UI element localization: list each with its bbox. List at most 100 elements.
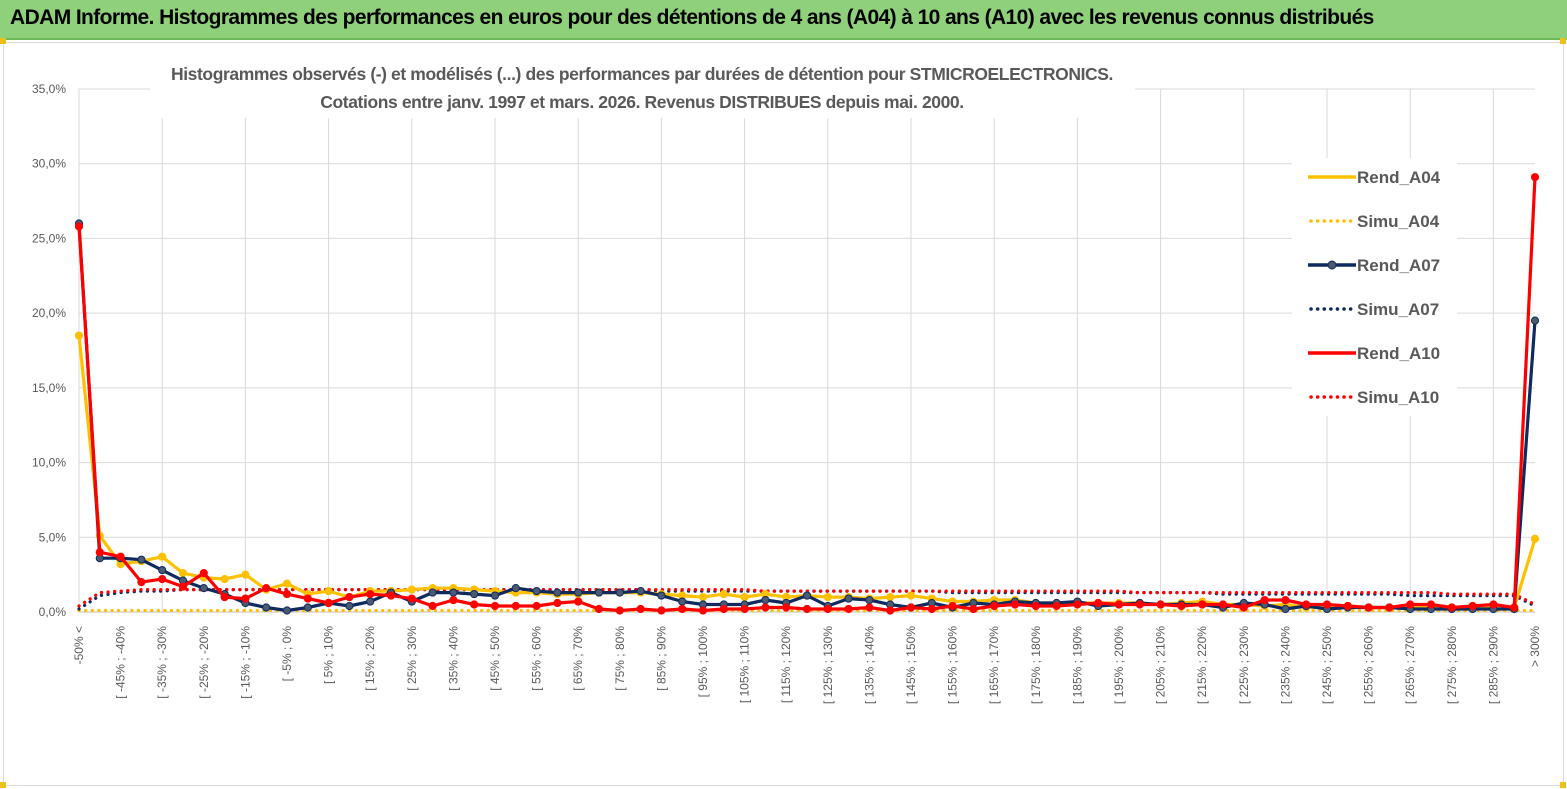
series-Simu_A10 (77, 587, 1537, 608)
legend-item: Rend_A04 (1308, 168, 1441, 187)
data-point (865, 595, 874, 605)
data-point (615, 588, 624, 597)
x-tick-label: [ 145% ; 150% (904, 626, 918, 704)
data-point (678, 597, 687, 606)
data-point (990, 601, 999, 611)
x-tick-label: [ 85% ; 90% (654, 626, 668, 691)
data-point (303, 594, 312, 603)
data-point (719, 604, 728, 614)
data-point (178, 582, 188, 591)
data-point (1114, 600, 1124, 609)
x-tick-label: [ 155% ; 160% (946, 626, 960, 704)
data-point (1406, 600, 1415, 609)
data-point (1426, 600, 1436, 609)
x-tick-label: [ 245% ; 250% (1320, 626, 1334, 704)
data-point (511, 583, 520, 593)
data-point (241, 594, 250, 603)
data-point (1385, 603, 1394, 612)
data-point (594, 604, 604, 614)
data-point (1364, 603, 1373, 612)
x-tick-label: -50% < (72, 626, 86, 664)
x-tick-label: [ 125% ; 130% (821, 626, 835, 704)
data-point (1530, 316, 1540, 325)
y-tick-label: 25,0% (32, 231, 66, 245)
data-point (386, 591, 396, 600)
data-point (428, 588, 437, 597)
data-point (532, 586, 541, 596)
data-point (1094, 598, 1103, 608)
data-point (407, 585, 416, 594)
data-point (199, 583, 208, 593)
x-tick-label: [ -35% ; -30% (155, 626, 169, 699)
x-tick-label: [ 265% ; 270% (1403, 626, 1417, 704)
data-point (927, 604, 936, 614)
data-point (449, 595, 458, 605)
x-tick-label: [ -15% ; -10% (238, 626, 252, 699)
x-tick-label: [ 195% ; 200% (1112, 626, 1126, 704)
legend-label: Rend_A10 (1357, 344, 1440, 363)
data-point (823, 592, 832, 602)
data-point (137, 555, 146, 564)
data-point (657, 606, 666, 615)
data-point (553, 598, 562, 608)
data-point (906, 603, 916, 612)
data-point (303, 603, 312, 612)
data-point (1281, 604, 1290, 614)
x-tick-label: [ 285% ; 290% (1486, 626, 1500, 704)
data-point (449, 588, 458, 597)
x-tick-label: [ 95% ; 100% (696, 626, 710, 698)
data-point (844, 604, 853, 614)
y-tick-label: 20,0% (32, 306, 66, 320)
series-line (77, 587, 1537, 608)
legend-label: Simu_A07 (1357, 300, 1439, 319)
data-point (282, 606, 292, 615)
corner-handle-bottom-right[interactable] (1560, 782, 1566, 788)
data-point (865, 603, 874, 612)
y-tick-label: 10,0% (32, 456, 66, 470)
data-point (574, 597, 583, 606)
data-point (158, 552, 167, 561)
data-point (137, 578, 146, 587)
data-point (761, 595, 770, 605)
data-point (1031, 601, 1040, 611)
data-point (844, 594, 853, 603)
x-tick-label: [ 35% ; 40% (446, 626, 460, 691)
y-tick-label: 35,0% (32, 82, 66, 96)
x-tick-label: [ 215% ; 220% (1195, 626, 1209, 704)
data-point (158, 566, 167, 575)
y-tick-label: 0,0% (39, 605, 67, 619)
corner-handle-bottom-left[interactable] (0, 782, 6, 788)
data-point (1468, 601, 1477, 611)
data-point (782, 603, 791, 612)
corner-handle-top-right[interactable] (1560, 38, 1566, 44)
data-point (1530, 173, 1540, 182)
corner-handle-top-left[interactable] (0, 38, 6, 44)
x-tick-label: [ 55% ; 60% (530, 626, 544, 691)
data-point (1343, 601, 1352, 611)
legend-item: Simu_A04 (1309, 212, 1440, 231)
legend-background (1292, 158, 1457, 416)
data-point (74, 222, 84, 231)
x-tick-label: > 300% (1528, 626, 1542, 667)
data-point (594, 588, 604, 597)
data-point (698, 606, 708, 615)
data-point (698, 592, 708, 602)
data-point (220, 575, 229, 584)
data-point (324, 598, 333, 608)
y-axis: 0,0% 5,0% 10,0% 15,0% 20,0% 25,0% 30,0% 35,0% (32, 82, 66, 619)
x-tick-label: [ 175% ; 180% (1029, 626, 1043, 704)
title-background (150, 58, 1135, 118)
data-point (262, 603, 271, 612)
data-point (345, 601, 354, 611)
legend-label: Rend_A07 (1357, 256, 1440, 275)
data-point (366, 597, 375, 606)
data-point (1010, 600, 1020, 609)
data-point (1260, 595, 1269, 605)
data-point (428, 601, 437, 611)
x-tick-label: [ -25% ; -20% (197, 626, 211, 699)
x-tick-label: [ 205% ; 210% (1154, 626, 1168, 704)
legend-item: Rend_A10 (1308, 344, 1440, 363)
data-point (886, 606, 895, 615)
